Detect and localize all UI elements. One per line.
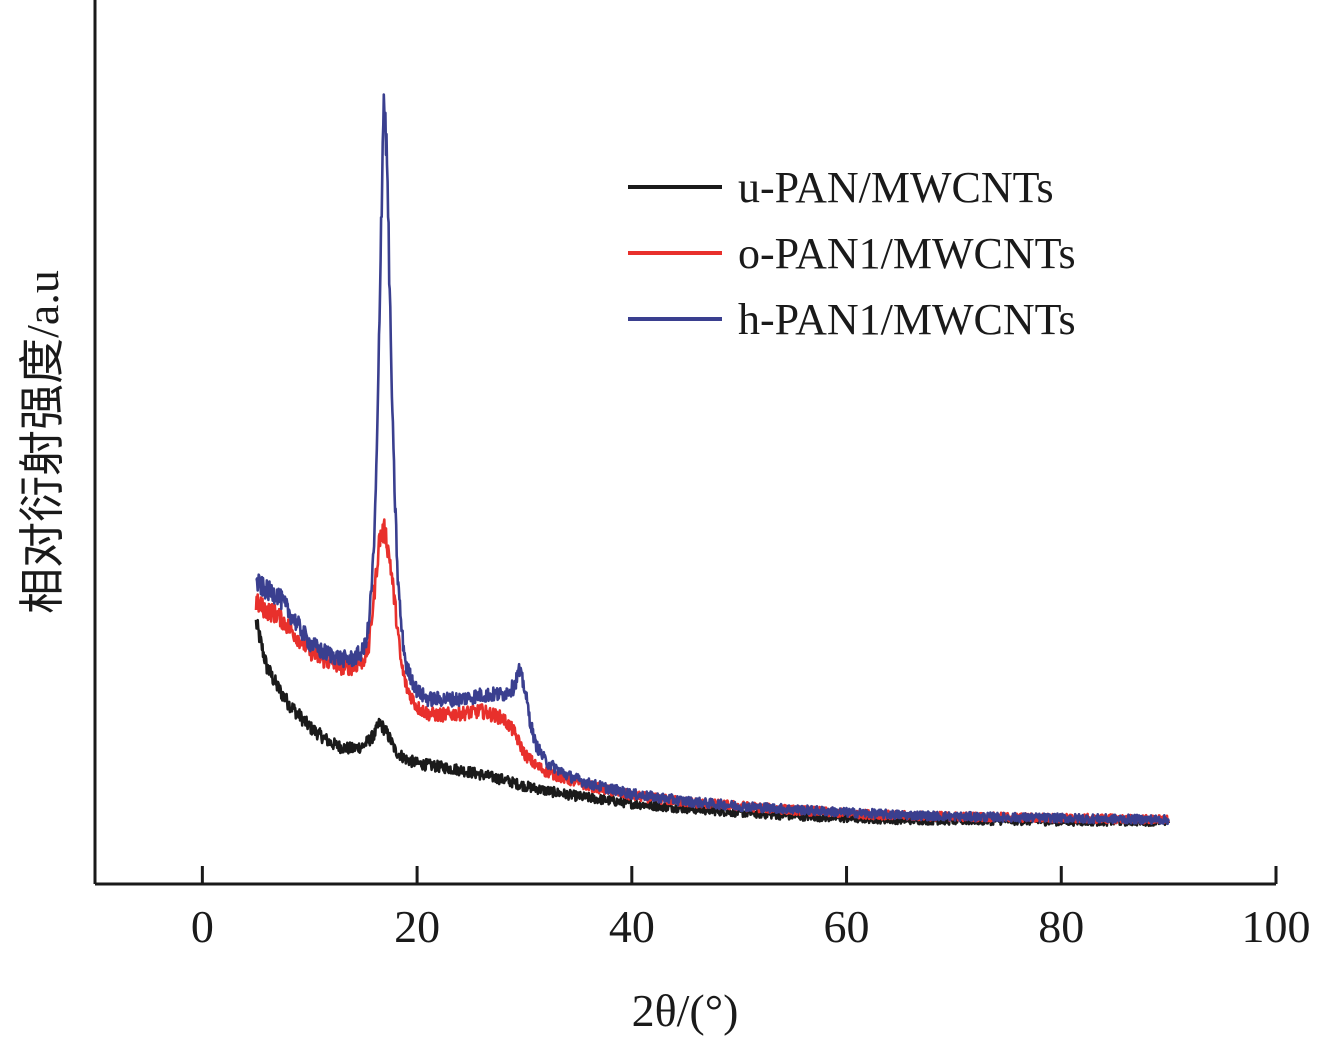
legend-label: o-PAN1/MWCNTs — [738, 229, 1076, 278]
x-axis-title: 2θ/(°) — [632, 985, 739, 1036]
x-tick-label: 80 — [1038, 901, 1084, 952]
series-line-o-PAN1/MWCNTs — [254, 518, 1170, 825]
x-ticks: 0 20 40 60 80 100 — [191, 866, 1311, 952]
x-tick-label: 100 — [1242, 901, 1311, 952]
y-axis-title: 相对衍射强度/a.u — [17, 270, 68, 614]
series-line-u-PAN/MWCNTs — [254, 618, 1170, 827]
legend-label: u-PAN/MWCNTs — [738, 163, 1054, 212]
x-tick-label: 20 — [394, 901, 440, 952]
x-tick-label: 0 — [191, 901, 214, 952]
legend-label: h-PAN1/MWCNTs — [738, 295, 1076, 344]
series-line-h-PAN1/MWCNTs — [255, 93, 1170, 826]
legend: u-PAN/MWCNTs o-PAN1/MWCNTs h-PAN1/MWCNTs — [628, 163, 1076, 344]
series-group — [254, 93, 1170, 827]
x-tick-label: 40 — [609, 901, 655, 952]
x-tick-label: 60 — [824, 901, 870, 952]
